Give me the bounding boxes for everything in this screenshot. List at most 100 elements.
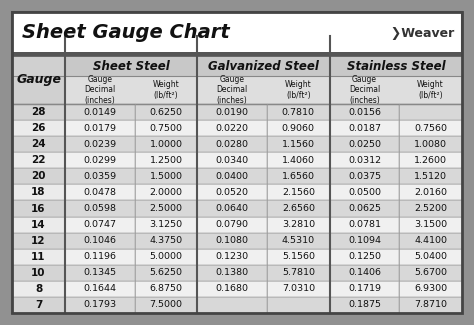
Text: 7: 7 — [35, 300, 42, 310]
Bar — [399, 136, 462, 152]
Text: 12: 12 — [31, 236, 46, 246]
Bar — [65, 265, 135, 281]
Text: Sheet Gauge Chart: Sheet Gauge Chart — [22, 23, 230, 43]
Text: 4.4100: 4.4100 — [414, 236, 447, 245]
Text: Weight
(lb/ft²): Weight (lb/ft²) — [285, 80, 312, 100]
Bar — [399, 249, 462, 265]
Text: 0.0790: 0.0790 — [216, 220, 249, 229]
Bar — [12, 52, 462, 56]
Text: 0.7500: 0.7500 — [149, 124, 182, 133]
Bar — [135, 120, 197, 136]
Bar — [330, 120, 399, 136]
Bar — [197, 201, 267, 216]
Bar — [267, 136, 330, 152]
Bar — [135, 297, 197, 313]
Bar — [65, 233, 135, 249]
Bar — [12, 297, 65, 313]
Bar — [197, 120, 267, 136]
Text: 4.5310: 4.5310 — [282, 236, 315, 245]
Bar — [267, 201, 330, 216]
Bar — [267, 104, 330, 120]
Bar — [267, 297, 330, 313]
Text: 0.1793: 0.1793 — [83, 300, 117, 309]
Bar — [399, 281, 462, 297]
Bar — [267, 216, 330, 233]
Text: 2.6560: 2.6560 — [282, 204, 315, 213]
Bar — [135, 152, 197, 168]
Bar — [135, 76, 197, 104]
Bar — [399, 104, 462, 120]
Text: 5.6250: 5.6250 — [149, 268, 182, 277]
Bar — [267, 184, 330, 201]
Text: Gauge
Decimal
(inches): Gauge Decimal (inches) — [349, 75, 380, 105]
Bar — [65, 152, 135, 168]
Bar — [399, 233, 462, 249]
Text: Stainless Steel: Stainless Steel — [346, 59, 445, 72]
Bar — [65, 184, 135, 201]
Text: 0.1250: 0.1250 — [348, 252, 381, 261]
Bar — [197, 104, 267, 120]
Text: 4.3750: 4.3750 — [149, 236, 182, 245]
Text: Weight
(lb/ft²): Weight (lb/ft²) — [417, 80, 444, 100]
Bar — [330, 265, 399, 281]
Text: 2.5200: 2.5200 — [414, 204, 447, 213]
Text: Gauge: Gauge — [16, 73, 61, 86]
Bar — [197, 249, 267, 265]
Bar — [330, 281, 399, 297]
Bar — [65, 136, 135, 152]
Text: 0.0239: 0.0239 — [83, 140, 117, 149]
Bar — [330, 297, 399, 313]
Bar — [330, 201, 399, 216]
Text: 0.0400: 0.0400 — [216, 172, 249, 181]
Text: 0.0500: 0.0500 — [348, 188, 381, 197]
Bar — [135, 233, 197, 249]
Bar — [197, 297, 267, 313]
Bar — [197, 168, 267, 184]
Bar — [197, 281, 267, 297]
Bar — [267, 265, 330, 281]
Text: 5.0400: 5.0400 — [414, 252, 447, 261]
Text: 0.0625: 0.0625 — [348, 204, 381, 213]
Text: 24: 24 — [31, 139, 46, 149]
Text: 0.1230: 0.1230 — [216, 252, 249, 261]
Text: 0.0179: 0.0179 — [83, 124, 117, 133]
Text: 5.6700: 5.6700 — [414, 268, 447, 277]
Bar — [399, 265, 462, 281]
Text: 6.9300: 6.9300 — [414, 284, 447, 293]
Text: 0.1719: 0.1719 — [348, 284, 381, 293]
Bar — [135, 136, 197, 152]
Bar — [65, 297, 135, 313]
Bar — [65, 249, 135, 265]
Bar — [399, 168, 462, 184]
Text: 0.0640: 0.0640 — [216, 204, 249, 213]
Bar — [65, 120, 135, 136]
Text: 0.1380: 0.1380 — [216, 268, 249, 277]
Text: 0.0340: 0.0340 — [216, 156, 249, 165]
Text: 5.0000: 5.0000 — [149, 252, 182, 261]
Bar — [197, 216, 267, 233]
Text: 11: 11 — [31, 252, 46, 262]
Bar — [330, 56, 462, 76]
Bar — [197, 265, 267, 281]
Text: 1.5000: 1.5000 — [149, 172, 182, 181]
Bar — [12, 281, 65, 297]
Bar — [65, 216, 135, 233]
Text: Weight
(lb/ft²): Weight (lb/ft²) — [153, 80, 179, 100]
Bar — [135, 184, 197, 201]
Bar — [399, 201, 462, 216]
Text: 7.8710: 7.8710 — [414, 300, 447, 309]
Text: 14: 14 — [31, 220, 46, 229]
Bar — [197, 56, 330, 76]
Text: 16: 16 — [31, 203, 46, 214]
Text: Galvanized Steel: Galvanized Steel — [208, 59, 319, 72]
Text: 3.2810: 3.2810 — [282, 220, 315, 229]
Text: 7.5000: 7.5000 — [149, 300, 182, 309]
Bar — [135, 104, 197, 120]
Bar — [135, 265, 197, 281]
Bar — [65, 56, 197, 76]
Bar — [330, 184, 399, 201]
Bar — [197, 76, 267, 104]
Text: Sheet Steel: Sheet Steel — [93, 59, 170, 72]
Bar — [267, 76, 330, 104]
Text: 20: 20 — [31, 171, 46, 181]
